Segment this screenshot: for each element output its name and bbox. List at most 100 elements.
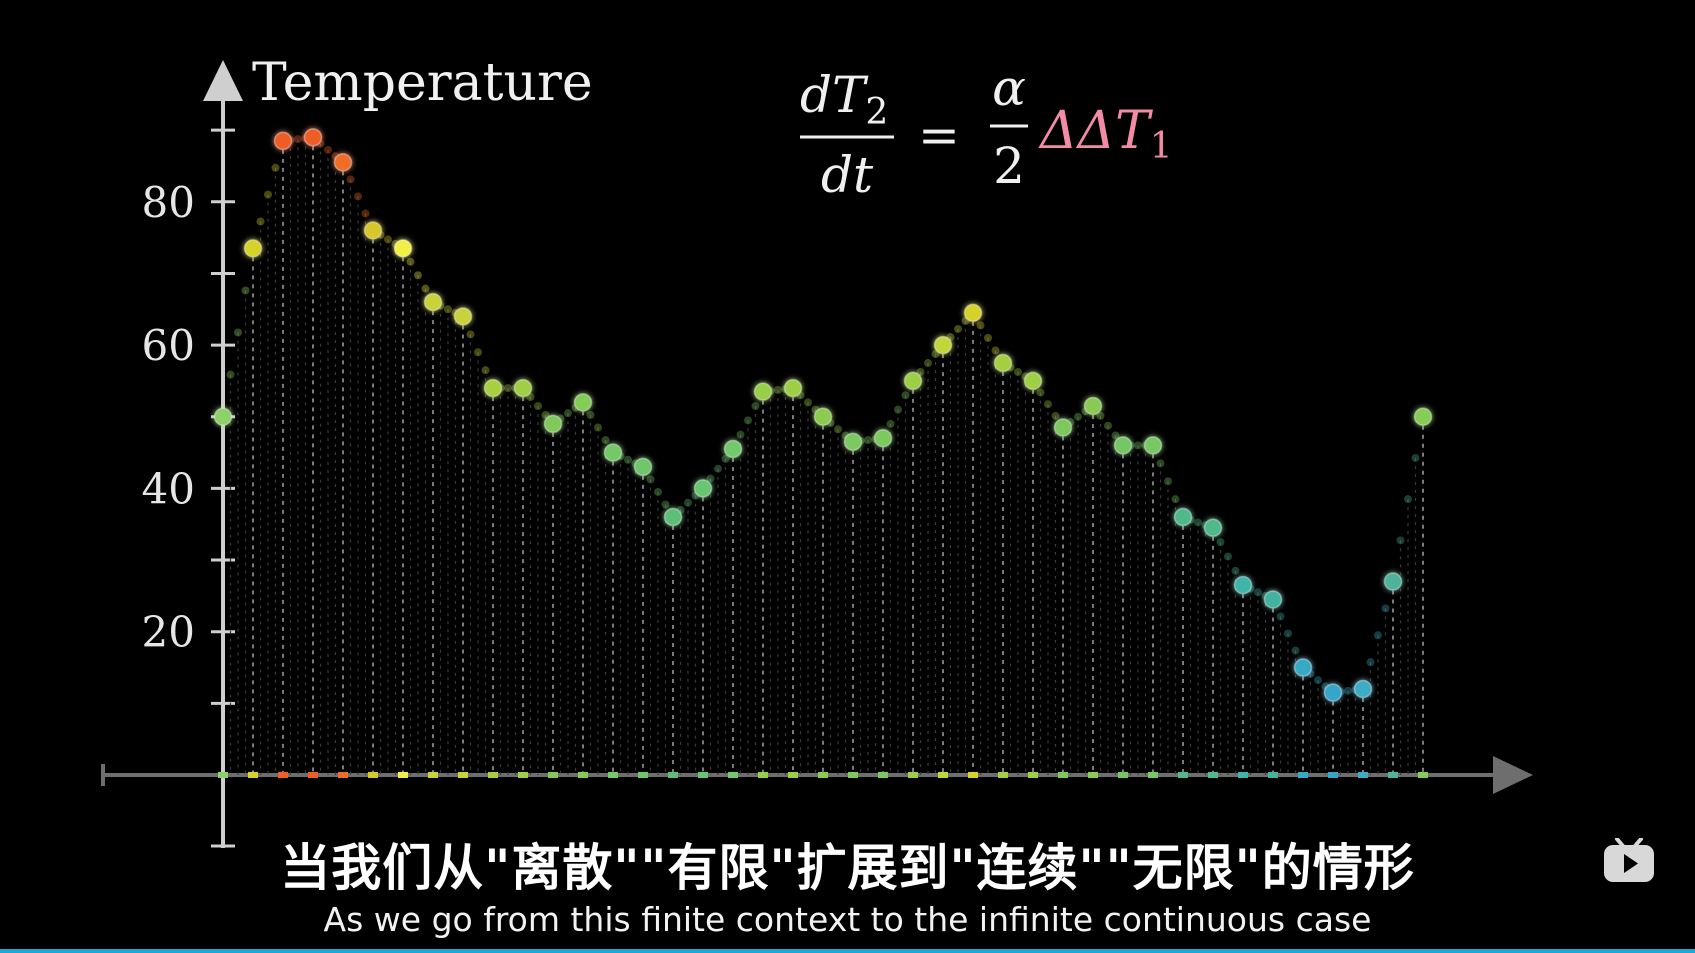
y-tick-label: 40	[142, 464, 195, 513]
sub-sample-point	[1344, 686, 1352, 695]
data-point	[1113, 436, 1133, 455]
sub-sample-point	[234, 328, 242, 337]
axis-sample-marker	[548, 772, 558, 778]
sub-sample-point	[864, 436, 872, 445]
axis-sample-marker	[1328, 772, 1338, 778]
sub-sample-point	[481, 366, 490, 375]
progress-bar[interactable]	[0, 949, 1695, 953]
sub-sample-point	[661, 500, 670, 509]
data-point	[1173, 507, 1193, 527]
data-point	[1053, 418, 1073, 437]
data-point	[1383, 572, 1403, 591]
data-point	[993, 353, 1013, 373]
equation-rhs-term-sub: 1	[1150, 126, 1173, 167]
data-point	[513, 378, 533, 398]
axis-sample-marker	[1058, 772, 1068, 778]
y-axis-arrow-icon	[203, 60, 243, 101]
sub-sample-point	[744, 416, 752, 425]
data-point	[633, 457, 653, 477]
equation-equals: =	[918, 106, 960, 164]
data-point	[1143, 436, 1163, 455]
axis-sample-marker	[368, 772, 378, 778]
x-axis-arrow-icon	[1493, 756, 1533, 794]
sub-sample-point	[1396, 536, 1405, 545]
equation-lhs-top-sub: 2	[865, 92, 888, 133]
y-axis: 20 40 60 80	[142, 60, 243, 848]
data-point	[873, 428, 893, 448]
data-point	[333, 153, 353, 172]
sub-sample-point	[594, 423, 602, 432]
equation-lhs-bottom: dt	[821, 146, 874, 204]
sub-sample-point	[1284, 629, 1292, 638]
sub-sample-point	[1051, 411, 1060, 420]
sub-sample-point	[241, 286, 250, 295]
data-point	[1083, 396, 1103, 416]
data-point	[303, 128, 323, 147]
y-tick-label: 80	[142, 178, 195, 227]
sub-sample-point	[226, 370, 235, 379]
equation-rhs-top: α	[992, 59, 1026, 117]
axis-sample-marker	[908, 772, 918, 778]
data-point	[603, 443, 623, 462]
sub-sample-point	[684, 498, 692, 507]
sub-sample-point	[421, 284, 430, 293]
axis-sample-marker	[728, 772, 738, 778]
axis-sample-marker	[998, 772, 1008, 778]
axis-sample-marker	[578, 772, 588, 778]
axis-sample-marker	[248, 772, 258, 778]
data-point	[1233, 575, 1253, 595]
sub-sample-point	[601, 436, 610, 445]
sub-sample-point	[1164, 477, 1172, 486]
sub-sample-point	[1276, 612, 1285, 621]
axis-sample-marker	[818, 772, 828, 778]
axis-sample-marker	[788, 772, 798, 778]
data-point	[573, 393, 593, 412]
sub-sample-point	[1171, 495, 1180, 504]
axis-sample-marker	[758, 772, 768, 778]
sub-sample-point	[886, 419, 895, 428]
sub-sample-point	[361, 209, 370, 218]
play-icon	[1604, 837, 1654, 882]
data-point	[1353, 679, 1373, 699]
sub-sample-point	[564, 409, 572, 418]
sub-sample-point	[1194, 518, 1202, 527]
sub-sample-point	[271, 163, 280, 172]
sub-sample-point	[1366, 658, 1375, 667]
axis-sample-marker	[968, 772, 978, 778]
sub-sample-point	[954, 324, 962, 333]
data-point	[393, 239, 413, 258]
data-point	[213, 407, 233, 426]
sub-sample-point	[1374, 631, 1382, 640]
axis-sample-marker	[1418, 772, 1428, 778]
sub-sample-point	[1111, 431, 1120, 440]
sub-sample-point	[534, 402, 542, 411]
sub-sample-point	[751, 402, 760, 411]
sub-sample-point	[1104, 421, 1112, 430]
axis-sample-marker	[428, 772, 438, 778]
data-point	[1203, 518, 1223, 538]
axis-sample-marker	[608, 772, 618, 778]
data-point	[1323, 683, 1343, 702]
y-tick-label: 20	[142, 608, 195, 657]
axis-sample-marker	[938, 772, 948, 778]
axis-sample-marker	[1088, 772, 1098, 778]
axis-sample-marker	[1268, 772, 1278, 778]
axis-sample-marker	[848, 772, 858, 778]
sub-sample-point	[1074, 412, 1082, 421]
axis-sample-marker	[668, 772, 678, 778]
axis-sample-marker	[1118, 772, 1128, 778]
sub-sample-point	[1036, 388, 1045, 397]
play-button[interactable]	[1602, 837, 1656, 884]
axis-sample-marker	[638, 772, 648, 778]
axis-sample-marker	[878, 772, 888, 778]
sub-sample-point	[1216, 538, 1225, 547]
sub-sample-point	[1314, 676, 1322, 685]
data-point	[933, 335, 953, 355]
sub-sample-point	[1411, 453, 1420, 462]
sub-sample-point	[1291, 646, 1300, 655]
axis-sample-marker	[458, 772, 468, 778]
axis-sample-marker	[218, 772, 228, 778]
data-point	[1263, 590, 1283, 609]
y-axis-label: Temperature	[252, 53, 593, 113]
data-point	[483, 378, 503, 398]
